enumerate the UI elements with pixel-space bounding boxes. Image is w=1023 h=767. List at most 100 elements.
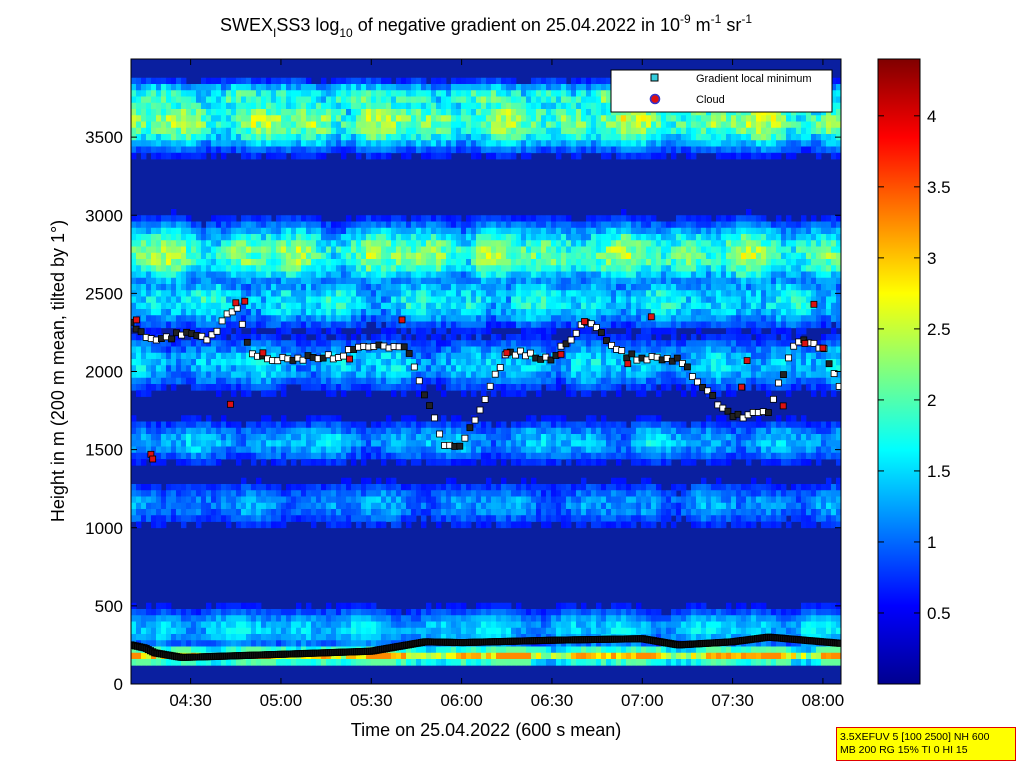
heatmap-cell <box>186 634 192 641</box>
heatmap-cell <box>351 315 357 322</box>
heatmap-cell <box>366 490 372 497</box>
heatmap-cell <box>371 496 377 504</box>
heatmap-cell <box>506 390 512 397</box>
heatmap-cell <box>421 452 427 460</box>
heatmap-cell <box>306 277 312 285</box>
heatmap-cell <box>286 496 292 504</box>
heatmap-cell <box>291 377 297 385</box>
heatmap-cell <box>331 252 337 260</box>
heatmap-cell <box>141 102 147 110</box>
heatmap-cell <box>256 640 262 647</box>
heatmap-cell <box>356 434 362 441</box>
heatmap-cell <box>436 134 442 141</box>
heatmap-cell <box>151 259 157 266</box>
heatmap-cell <box>361 221 367 229</box>
heatmap-cell <box>281 127 287 135</box>
heatmap-cell <box>326 602 332 610</box>
heatmap-cell <box>211 627 217 635</box>
heatmap-cell <box>511 365 517 372</box>
heatmap-cell <box>431 271 437 279</box>
heatmap-cell <box>166 121 172 129</box>
heatmap-cell <box>516 446 522 454</box>
heatmap-cell <box>266 659 272 666</box>
heatmap-cell <box>141 277 147 285</box>
heatmap-cell <box>421 315 427 322</box>
heatmap-cell <box>246 90 252 97</box>
heatmap-cell <box>436 602 442 610</box>
heatmap-cell <box>506 77 512 85</box>
heatmap-cell <box>501 646 507 654</box>
heatmap-cell <box>466 290 472 297</box>
heatmap-cell <box>486 502 492 510</box>
heatmap-cell <box>331 377 337 385</box>
heatmap-cell <box>311 90 317 97</box>
heatmap-cell <box>421 634 427 641</box>
heatmap-cell <box>471 377 477 385</box>
heatmap-cell <box>156 371 162 379</box>
heatmap-cell <box>251 484 257 491</box>
heatmap-cell <box>321 365 327 372</box>
heatmap-cell <box>186 234 192 241</box>
heatmap-cell <box>241 146 247 154</box>
heatmap-cell <box>441 496 447 504</box>
heatmap-cell <box>181 609 187 616</box>
heatmap-cell <box>321 609 327 616</box>
heatmap-cell <box>146 659 152 666</box>
heatmap-cell <box>166 440 172 447</box>
heatmap-cell <box>436 252 442 260</box>
heatmap-cell <box>401 277 407 285</box>
heatmap-cell <box>156 221 162 229</box>
heatmap-cell <box>191 246 197 254</box>
heatmap-cell <box>436 302 442 310</box>
heatmap-cell <box>326 415 332 422</box>
heatmap-cell <box>441 459 447 466</box>
heatmap-cell <box>381 634 387 641</box>
heatmap-cell <box>436 615 442 622</box>
heatmap-cell <box>516 246 522 254</box>
heatmap-cell <box>331 659 337 666</box>
heatmap-cell <box>321 434 327 441</box>
heatmap-cell <box>476 271 482 279</box>
heatmap-cell <box>371 271 377 279</box>
heatmap-cell <box>141 290 147 297</box>
heatmap-cell <box>401 377 407 385</box>
heatmap-cell <box>371 427 377 435</box>
heatmap-cell <box>296 621 302 629</box>
heatmap-cell <box>136 271 142 279</box>
heatmap-cell <box>251 659 257 666</box>
heatmap-cell <box>391 490 397 497</box>
heatmap-cell <box>456 315 462 322</box>
heatmap-cell <box>236 484 242 491</box>
heatmap-cell <box>166 602 172 610</box>
heatmap-cell <box>321 134 327 141</box>
heatmap-cell <box>451 227 457 235</box>
heatmap-cell <box>351 377 357 385</box>
heatmap-cell <box>201 509 207 516</box>
heatmap-cell <box>261 127 267 135</box>
heatmap-cell <box>171 102 177 110</box>
heatmap-cell <box>191 146 197 154</box>
heatmap-cell <box>236 515 242 522</box>
heatmap-cell <box>376 521 382 529</box>
heatmap-cell <box>311 440 317 447</box>
heatmap-cell <box>171 140 177 147</box>
heatmap-cell <box>461 121 467 129</box>
heatmap-cell <box>286 246 292 254</box>
heatmap-cell <box>331 452 337 460</box>
heatmap-cell <box>151 90 157 97</box>
heatmap-cell <box>381 77 387 85</box>
heatmap-cell <box>306 627 312 635</box>
heatmap-cell <box>276 109 282 116</box>
heatmap-cell <box>386 659 392 666</box>
heatmap-cell <box>206 240 212 247</box>
heatmap-cell <box>511 246 517 254</box>
heatmap-cell <box>151 271 157 279</box>
heatmap-cell <box>221 352 227 360</box>
heatmap-cell <box>276 252 282 260</box>
heatmap-cell <box>301 621 307 629</box>
heatmap-cell <box>156 346 162 354</box>
heatmap-cell <box>231 452 237 460</box>
heatmap-cell <box>296 434 302 441</box>
heatmap-cell <box>366 290 372 297</box>
heatmap-cell <box>311 121 317 129</box>
